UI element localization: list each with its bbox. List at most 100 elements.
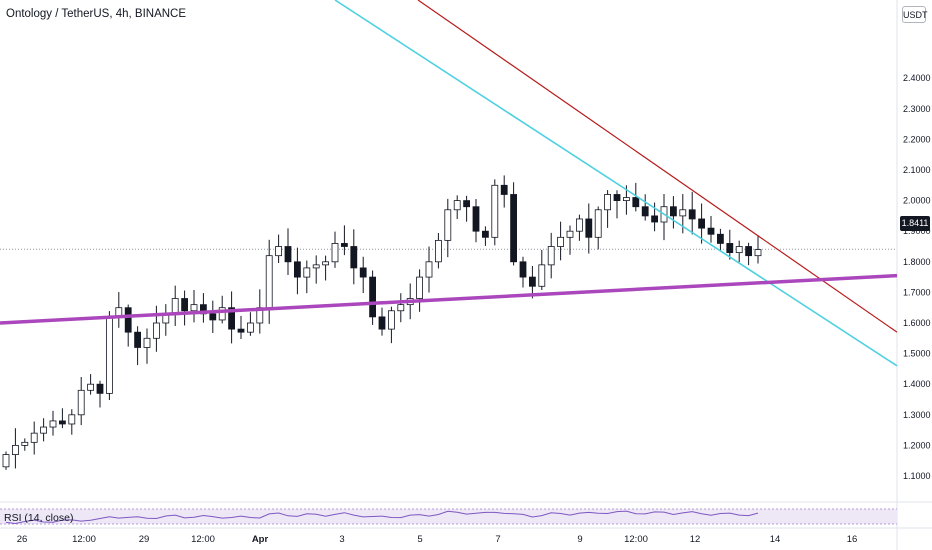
- candle-body: [11, 444, 19, 455]
- candle: [312, 255, 320, 284]
- candle: [303, 260, 311, 294]
- x-tick-label: 14: [770, 534, 781, 545]
- candle-body: [2, 454, 10, 468]
- candle-body: [284, 246, 292, 263]
- candle-body: [585, 218, 593, 238]
- candle: [40, 418, 47, 442]
- candle: [30, 421, 38, 455]
- candle-body: [59, 420, 66, 425]
- candle: [340, 225, 348, 256]
- candle-body: [246, 322, 254, 333]
- rsi-line: [5, 510, 759, 525]
- candle: [77, 376, 85, 426]
- candle: [68, 409, 76, 435]
- x-tick-label: 12:00: [624, 534, 648, 545]
- candle: [369, 270, 377, 325]
- candle: [49, 410, 57, 436]
- candle-body: [68, 414, 76, 425]
- candle-body: [566, 230, 574, 238]
- candle-body: [707, 227, 715, 235]
- candle-body: [434, 239, 442, 263]
- candle-body: [604, 194, 611, 211]
- candle: [604, 190, 611, 228]
- candle-body: [698, 218, 705, 229]
- candle: [190, 289, 198, 323]
- y-tick-label: 1.3000: [903, 410, 931, 420]
- candle-body: [651, 215, 658, 223]
- y-tick-label: 1.1000: [903, 471, 931, 481]
- candle-body: [510, 194, 518, 263]
- candle-body: [275, 246, 283, 257]
- candle: [688, 191, 696, 235]
- candle-body: [303, 267, 311, 278]
- y-tick-label: 1.4000: [903, 379, 931, 389]
- candle: [293, 247, 301, 295]
- candle: [59, 408, 66, 429]
- candle: [331, 231, 339, 268]
- candle-body: [40, 426, 47, 434]
- candle: [481, 226, 489, 246]
- candle: [613, 190, 621, 219]
- candle: [228, 291, 236, 344]
- candle: [547, 232, 555, 279]
- candle: [698, 203, 705, 244]
- candle-body: [152, 322, 160, 339]
- candle: [416, 269, 424, 312]
- y-tick-label: 1.2000: [903, 440, 931, 450]
- candle-body: [623, 197, 630, 201]
- candle-body: [30, 432, 38, 443]
- candle: [171, 285, 179, 327]
- candle: [256, 289, 264, 334]
- resistance-trendline: [417, 0, 898, 333]
- candle: [717, 228, 724, 251]
- y-tick-label: 2.3000: [903, 104, 931, 114]
- candle-body: [425, 261, 433, 278]
- candle-body: [265, 255, 273, 309]
- x-tick-label: Apr: [252, 534, 269, 545]
- candle: [284, 228, 292, 275]
- candle: [11, 428, 19, 469]
- candle-body: [293, 261, 301, 278]
- candle: [152, 305, 160, 352]
- candle-body: [228, 307, 236, 330]
- y-tick-label: 1.6000: [903, 318, 931, 328]
- candle-body: [378, 316, 386, 330]
- candle: [726, 229, 734, 260]
- candle-body: [134, 331, 142, 348]
- candle: [453, 195, 461, 220]
- candle: [670, 196, 677, 229]
- x-tick-label: 9: [577, 534, 582, 545]
- candle: [143, 328, 151, 364]
- candle: [434, 232, 442, 269]
- currency-button[interactable]: USDT: [902, 6, 928, 23]
- candle-body: [237, 328, 245, 333]
- candle: [237, 315, 245, 339]
- candle-body: [359, 267, 367, 278]
- candle-body: [557, 236, 564, 247]
- y-tick-label: 2.1000: [903, 165, 931, 175]
- y-tick-label: 2.2000: [903, 134, 931, 144]
- candle-body: [754, 249, 762, 257]
- candle: [641, 194, 649, 221]
- candle-body: [632, 197, 640, 208]
- candle-body: [519, 261, 527, 278]
- x-tick-label: 5: [417, 534, 422, 545]
- y-tick-label: 2.4000: [903, 73, 931, 83]
- candle: [115, 292, 123, 328]
- candle-body: [538, 264, 546, 287]
- x-tick-label: 12:00: [72, 534, 96, 545]
- candle-body: [735, 246, 743, 254]
- candle: [491, 179, 499, 246]
- last-price-tag: 1.8411: [900, 216, 930, 231]
- candle: [106, 311, 113, 401]
- candle-body: [444, 209, 452, 241]
- candle: [632, 182, 640, 212]
- candle: [275, 234, 283, 264]
- candle-body: [369, 276, 377, 318]
- candle-body: [397, 304, 405, 312]
- candle-body: [312, 264, 320, 269]
- rsi-indicator-label[interactable]: RSI (14, close): [4, 512, 74, 524]
- x-tick-label: 12: [690, 534, 701, 545]
- descending-support-trendline: [334, 0, 898, 367]
